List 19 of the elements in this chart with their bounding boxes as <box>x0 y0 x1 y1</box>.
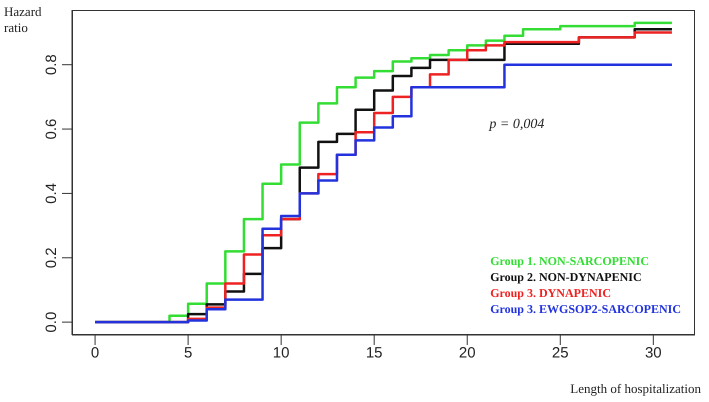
x-tick-label: 15 <box>366 344 383 362</box>
x-tick-label: 0 <box>90 344 100 362</box>
y-tick-label: 0.8 <box>43 54 60 76</box>
x-axis-title: Length of hospitalization <box>570 381 701 397</box>
x-tick-label: 25 <box>552 344 569 362</box>
y-tick-label: 0.4 <box>43 182 60 204</box>
y-tick-label: 0.6 <box>43 118 60 140</box>
text: Group 3. DYNAPENIC <box>490 285 612 301</box>
x-tick-label: 5 <box>184 344 192 362</box>
annotation: p = 0,004 <box>489 117 544 134</box>
y-axis-title: Hazard ratio <box>4 4 43 36</box>
x-tick-label: 30 <box>644 344 662 362</box>
y-tick-label: 0.0 <box>43 312 60 333</box>
y-tick-label: 0.2 <box>43 247 60 268</box>
x-tick-label: 10 <box>272 344 290 362</box>
text: Group 1. NON-SARCOPENIC <box>490 253 650 269</box>
x-tick-label: 20 <box>458 344 476 362</box>
text: Group 2. NON-DYNAPENIC <box>490 269 643 285</box>
text: Group 3. EWGSOP2-SARCOPENIC <box>490 301 681 317</box>
